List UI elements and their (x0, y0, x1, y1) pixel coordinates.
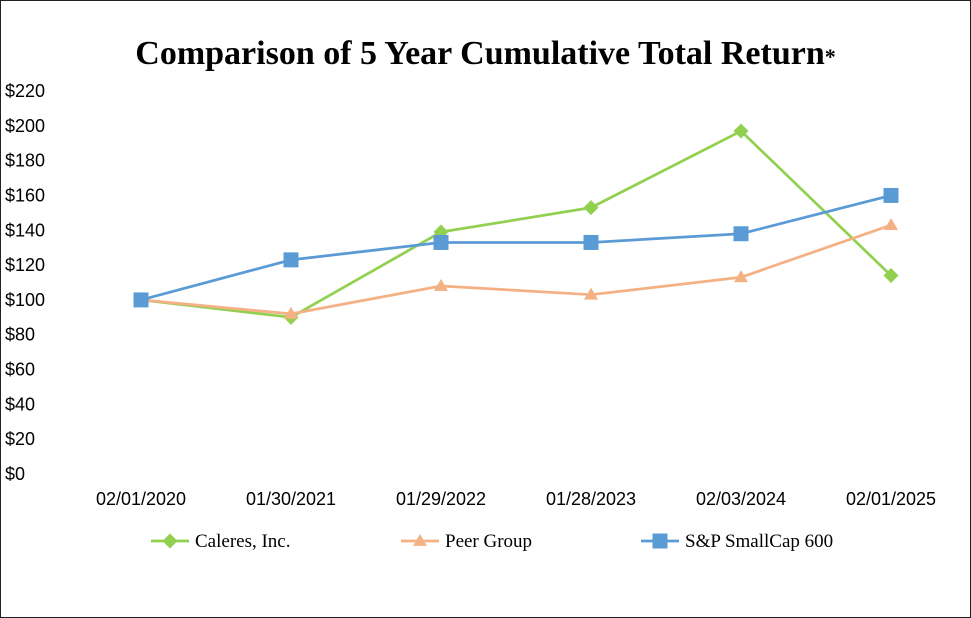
data-point-caleres-inc (883, 268, 899, 284)
legend: Caleres, Inc. Peer Group S&P SmallCap 600 (151, 531, 833, 552)
chart-title: Comparison of 5 Year Cumulative Total Re… (1, 35, 970, 73)
y-tick-label: $60 (5, 360, 35, 380)
legend-label: S&P SmallCap 600 (685, 531, 833, 552)
legend-item-peer-group: Peer Group (401, 531, 532, 552)
chart-title-footnote-mark: * (824, 44, 836, 69)
x-tick-label: 01/28/2023 (546, 489, 636, 509)
data-point-caleres-inc (733, 123, 749, 139)
legend-item-s-p-smallcap-600: S&P SmallCap 600 (641, 531, 833, 552)
legend-item-caleres-inc: Caleres, Inc. (151, 531, 290, 552)
x-tick-label: 02/01/2020 (96, 489, 186, 509)
y-tick-label: $200 (5, 116, 45, 136)
y-tick-label: $80 (5, 325, 35, 345)
legend-marker (162, 533, 178, 549)
legend-marker (413, 534, 427, 546)
series-line-s-p-smallcap-600 (140, 194, 892, 302)
y-tick-label: $0 (5, 464, 25, 484)
series-line-peer-group (140, 223, 892, 316)
series-markers (133, 123, 899, 325)
data-point-peer-group (734, 270, 748, 283)
x-tick-label: 02/01/2025 (846, 489, 936, 509)
data-point-peer-group (284, 306, 298, 319)
data-point-s-p-smallcap-600 (583, 234, 599, 250)
y-tick-label: $160 (5, 185, 45, 205)
y-tick-label: $100 (5, 290, 45, 310)
y-tick-label: $20 (5, 429, 35, 449)
data-point-peer-group (584, 287, 598, 300)
data-point-caleres-inc (583, 200, 599, 216)
legend-label: Peer Group (445, 531, 532, 552)
y-axis-ticks: $0 $20 $40 $60 $80 $100 $120 $140 $160 $180 $200 $2… (5, 81, 45, 484)
data-point-s-p-smallcap-600 (733, 226, 749, 242)
data-point-s-p-smallcap-600 (283, 252, 299, 268)
y-tick-label: $220 (5, 81, 45, 101)
series-lines (140, 129, 892, 319)
chart-title-text: Comparison of 5 Year Cumulative Total Re… (135, 35, 825, 72)
y-tick-label: $180 (5, 151, 45, 171)
y-tick-label: $140 (5, 220, 45, 240)
series-line-caleres-inc (140, 129, 892, 319)
x-axis-ticks: 02/01/2020 01/30/2021 01/29/2022 01/28/2023… (96, 489, 936, 509)
data-point-peer-group (884, 218, 898, 230)
data-point-s-p-smallcap-600 (133, 292, 149, 308)
x-tick-label: 01/30/2021 (246, 489, 336, 509)
data-point-s-p-smallcap-600 (883, 187, 899, 203)
y-tick-label: $40 (5, 394, 35, 414)
data-point-s-p-smallcap-600 (433, 234, 449, 250)
legend-marker (652, 533, 668, 549)
x-tick-label: 01/29/2022 (396, 489, 486, 509)
legend-label: Caleres, Inc. (195, 531, 290, 552)
y-tick-label: $120 (5, 255, 45, 275)
data-point-peer-group (434, 278, 448, 291)
x-tick-label: 02/03/2024 (696, 489, 786, 509)
